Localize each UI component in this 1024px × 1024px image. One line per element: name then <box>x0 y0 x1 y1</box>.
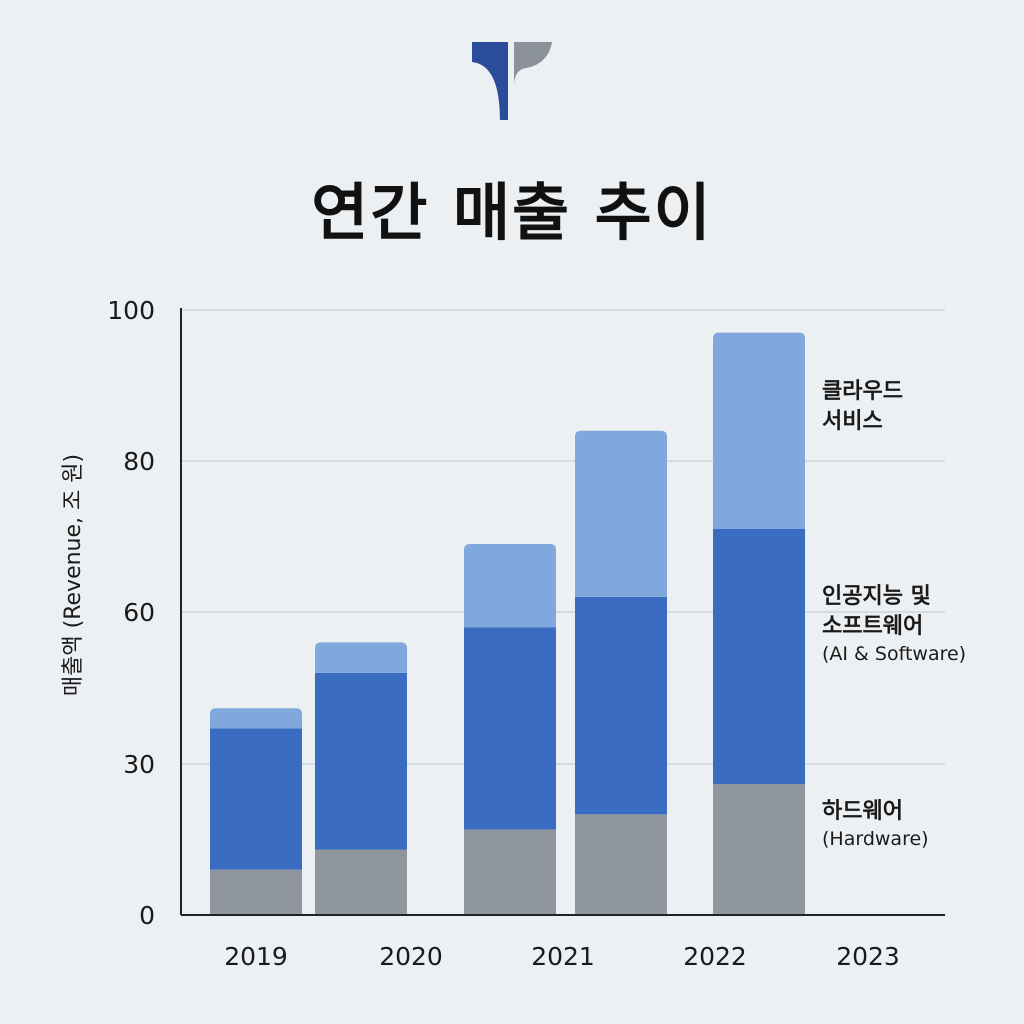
legend-label: 인공지능 및 <box>822 584 931 609</box>
legend-label: 소프트웨어 <box>822 614 923 639</box>
legend-label: 서비스 <box>822 409 883 434</box>
y-tick-label: 0 <box>139 901 155 930</box>
t-logo-icon <box>472 42 552 120</box>
bar-segment-ai-software-2021 <box>464 627 556 830</box>
bar-segment-hardware-2019 <box>210 869 302 915</box>
bar-segment-cloud-services-2019 <box>210 708 302 729</box>
bar-segment-ai-software-2020 <box>315 672 407 850</box>
legend-label: 클라우드 <box>822 379 903 404</box>
x-tick-label: 2020 <box>379 942 443 971</box>
x-tick-label: 2019 <box>224 942 288 971</box>
bar-segment-cloud-services-2020 <box>315 642 407 673</box>
x-tick-label: 2021 <box>531 942 595 971</box>
y-tick-label: 60 <box>123 598 155 627</box>
bar-segment-ai-software-2019 <box>210 728 302 870</box>
bar-segment-hardware-2020 <box>315 849 407 915</box>
bar-segment-ai-software-2022 <box>575 596 667 815</box>
bar-segment-cloud-services-2021 <box>464 544 556 628</box>
legend-sublabel: (Hardware) <box>822 828 929 850</box>
y-tick-label: 100 <box>107 296 155 325</box>
page-title: 연간 매출 추이 <box>311 176 713 249</box>
bar-segment-cloud-services-2023 <box>713 332 805 529</box>
bar-segment-ai-software-2023 <box>713 528 805 785</box>
legend-label: 하드웨어 <box>822 799 903 824</box>
legend-sublabel: (AI & Software) <box>822 643 966 665</box>
y-tick-label: 80 <box>123 447 155 476</box>
bar-segment-hardware-2023 <box>713 784 805 915</box>
y-tick-label: 30 <box>123 750 155 779</box>
x-tick-label: 2023 <box>836 942 900 971</box>
bar-segment-hardware-2022 <box>575 814 667 915</box>
bar-segment-hardware-2021 <box>464 829 556 915</box>
x-tick-label: 2022 <box>683 942 747 971</box>
y-axis-label: 매출액 (Revenue, 조 원) <box>61 454 86 696</box>
bar-segment-cloud-services-2022 <box>575 430 667 597</box>
